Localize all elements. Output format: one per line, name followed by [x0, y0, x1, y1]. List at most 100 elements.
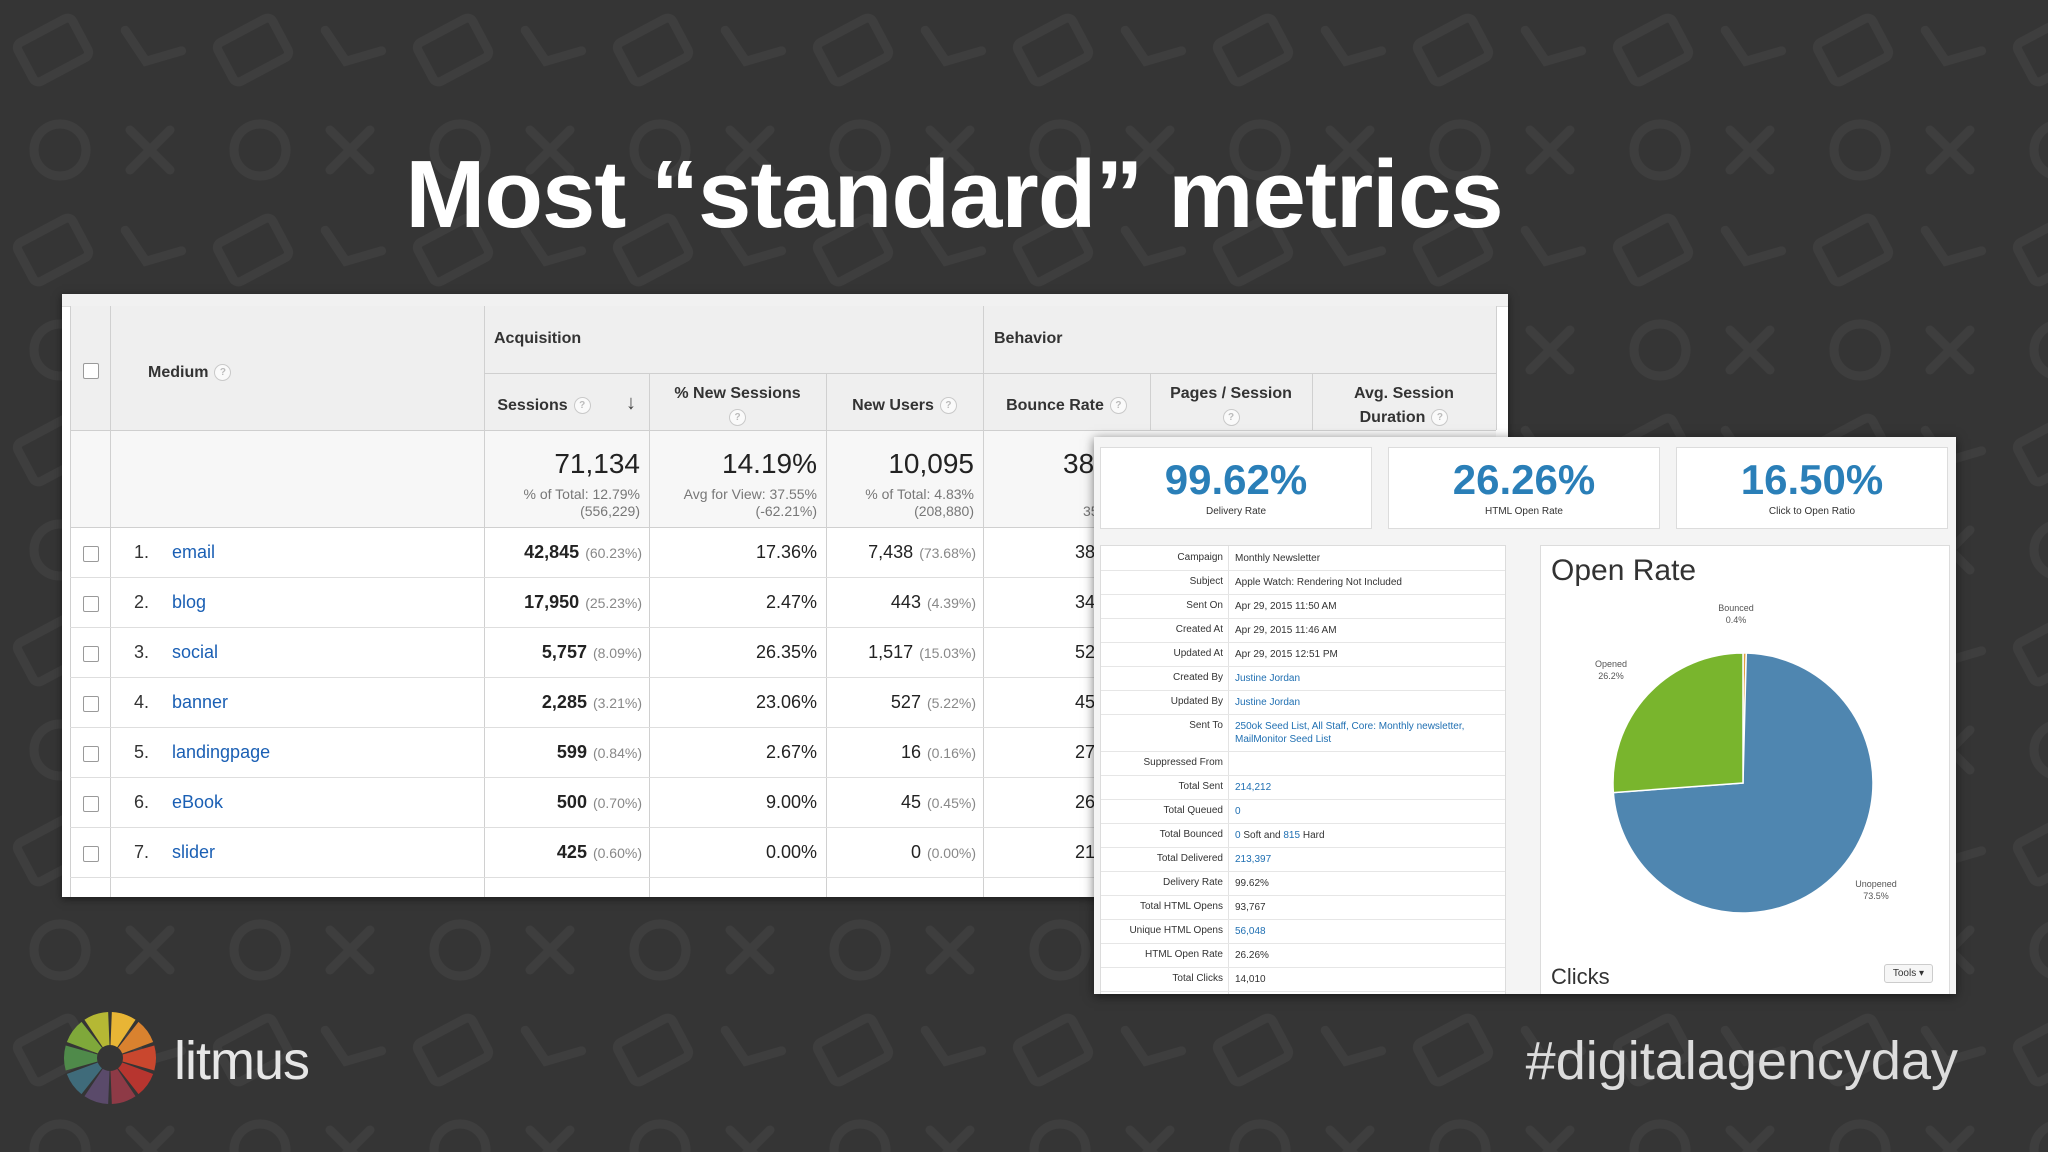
medium-header[interactable]: Medium?	[148, 364, 232, 382]
help-icon[interactable]: ?	[1109, 397, 1127, 415]
detail-row: Created By Justine Jordan	[1101, 666, 1505, 691]
row-checkbox[interactable]	[83, 846, 99, 862]
open-rate-title: Open Rate	[1551, 554, 1697, 587]
pie-label-opened: Opened 26.2%	[1594, 659, 1628, 681]
detail-row: Total Queued 0	[1101, 799, 1505, 824]
table-header	[70, 306, 1496, 431]
row-checkbox[interactable]	[83, 696, 99, 712]
detail-value[interactable]: 250ok Seed List, All Staff, Core: Monthl…	[1235, 721, 1465, 745]
slide-title: Most “standard” metrics	[405, 141, 1503, 248]
sessions-cell: 2,285 (3.21%)	[541, 692, 642, 712]
row-checkbox[interactable]	[83, 546, 99, 562]
help-icon[interactable]: ?	[573, 397, 591, 415]
bounce-rate-cell: 27	[1075, 742, 1096, 762]
detail-value[interactable]: Justine Jordan	[1235, 673, 1301, 684]
detail-row: Updated At Apr 29, 2015 12:51 PM	[1101, 642, 1505, 667]
select-all-checkbox[interactable]	[83, 363, 99, 379]
sessions-cell: 5,757 (8.09%)	[541, 642, 642, 662]
logo-wedge	[66, 1058, 110, 1095]
detail-row: Subject Apple Watch: Rendering Not Includ…	[1101, 570, 1505, 595]
detail-label: Sent On	[1186, 600, 1223, 611]
row-checkbox[interactable]	[83, 746, 99, 762]
new-sessions-cell: 9.00%	[765, 792, 817, 812]
detail-value[interactable]: 213,397	[1235, 854, 1272, 865]
total-new-sessions: 14.19%	[722, 448, 817, 479]
detail-label: Total Queued	[1163, 805, 1224, 816]
new-users-cell: 1,517 (15.03%)	[868, 642, 976, 662]
logo-wedge	[110, 1058, 136, 1104]
logo-wedge	[110, 1045, 156, 1071]
detail-label: Delivery Rate	[1162, 877, 1223, 888]
detail-row: Total Delivered 213,397	[1101, 847, 1505, 872]
detail-label: Campaign	[1177, 552, 1223, 563]
row-number: 3.	[134, 642, 150, 662]
detail-label: Sent To	[1189, 720, 1223, 731]
col-new-sessions[interactable]: % New Sessions?	[649, 382, 826, 430]
col-bounce-rate[interactable]: Bounce Rate?	[983, 394, 1150, 418]
new-users-cell: 527 (5.22%)	[890, 692, 976, 712]
row-checkbox[interactable]	[83, 646, 99, 662]
litmus-logo-icon	[64, 1012, 156, 1104]
pie-slice-opened	[1612, 652, 1744, 794]
detail-value[interactable]: 0	[1235, 806, 1241, 817]
col-pages-session[interactable]: Pages / Session?	[1150, 382, 1312, 430]
col-sessions[interactable]: Sessions?	[484, 394, 604, 418]
detail-value: 26.26%	[1235, 950, 1269, 961]
logo-wedge	[84, 1012, 110, 1058]
detail-value[interactable]: Justine Jordan	[1235, 697, 1301, 708]
medium-link[interactable]: email	[172, 542, 216, 562]
detail-row: Updated By Justine Jordan	[1101, 690, 1505, 715]
help-icon[interactable]: ?	[939, 397, 957, 415]
col-avg-session-duration[interactable]: Avg. Session Duration?	[1354, 385, 1454, 427]
logo-wedge	[84, 1058, 110, 1104]
tools-button[interactable]: Tools ▾	[1883, 964, 1933, 983]
sessions-cell: 425 (0.60%)	[556, 842, 642, 862]
col-new-users[interactable]: New Users?	[826, 394, 983, 418]
new-users-cell: 7,438 (73.68%)	[868, 542, 976, 562]
bounce-rate-cell: 34	[1075, 592, 1096, 612]
detail-value[interactable]: 214,212	[1235, 782, 1272, 793]
new-sessions-cell: 23.06%	[755, 692, 817, 712]
medium-link[interactable]: banner	[172, 692, 229, 712]
bounce-rate-cell: 21	[1075, 842, 1096, 862]
medium-link[interactable]: eBook	[172, 792, 224, 812]
medium-link[interactable]: landingpage	[172, 742, 271, 762]
detail-row: Sent On Apr 29, 2015 11:50 AM	[1101, 594, 1505, 619]
detail-value: Apple Watch: Rendering Not Included	[1235, 577, 1402, 588]
new-sessions-cell: 0.00%	[765, 842, 817, 862]
clicks-title: Clicks	[1551, 964, 1610, 989]
help-icon[interactable]: ?	[214, 364, 232, 382]
new-sessions-cell: 26.35%	[755, 642, 817, 662]
detail-value: 99.62%	[1235, 878, 1269, 889]
detail-label: Total Clicks	[1172, 973, 1223, 984]
medium-link[interactable]: social	[172, 642, 219, 662]
detail-row: Total Sent 214,212	[1101, 775, 1505, 800]
logo-wedge	[110, 1058, 154, 1095]
detail-row: Campaign Monthly Newsletter	[1101, 546, 1505, 571]
sort-desc-icon[interactable]: ↓	[626, 392, 636, 414]
row-checkbox[interactable]	[83, 596, 99, 612]
medium-link[interactable]: blog	[172, 592, 207, 612]
total-new-users: 10,095	[888, 448, 974, 479]
logo-wedge	[64, 1045, 110, 1071]
detail-row: HTML Open Rate 26.26%	[1101, 943, 1505, 968]
detail-label: Total Bounced	[1159, 829, 1223, 840]
help-icon[interactable]: ?	[729, 409, 746, 427]
detail-value[interactable]: 56,048	[1235, 926, 1266, 937]
bounce-rate-cell: 52	[1075, 642, 1096, 662]
medium-link[interactable]: slider	[172, 842, 216, 862]
row-number: 4.	[134, 692, 150, 712]
logo-wedge	[66, 1021, 110, 1058]
row-checkbox[interactable]	[83, 796, 99, 812]
detail-label: Updated At	[1173, 648, 1223, 659]
pie-label-bounced: Bounced 0.4%	[1718, 603, 1754, 625]
open-rate-panel: Open Rate Bounced 0.4% Opened 26.2% Unopen…	[1540, 545, 1950, 994]
help-icon[interactable]: ?	[1222, 409, 1240, 427]
detail-value: 14,010	[1235, 974, 1266, 985]
logo-wedge	[110, 1021, 154, 1058]
help-icon[interactable]: ?	[1431, 409, 1449, 427]
new-sessions-cell: 2.47%	[765, 592, 817, 612]
detail-value: Monthly Newsletter	[1235, 553, 1321, 564]
bounce-rate-cell: 45	[1075, 692, 1096, 712]
detail-label: Created At	[1175, 624, 1223, 635]
